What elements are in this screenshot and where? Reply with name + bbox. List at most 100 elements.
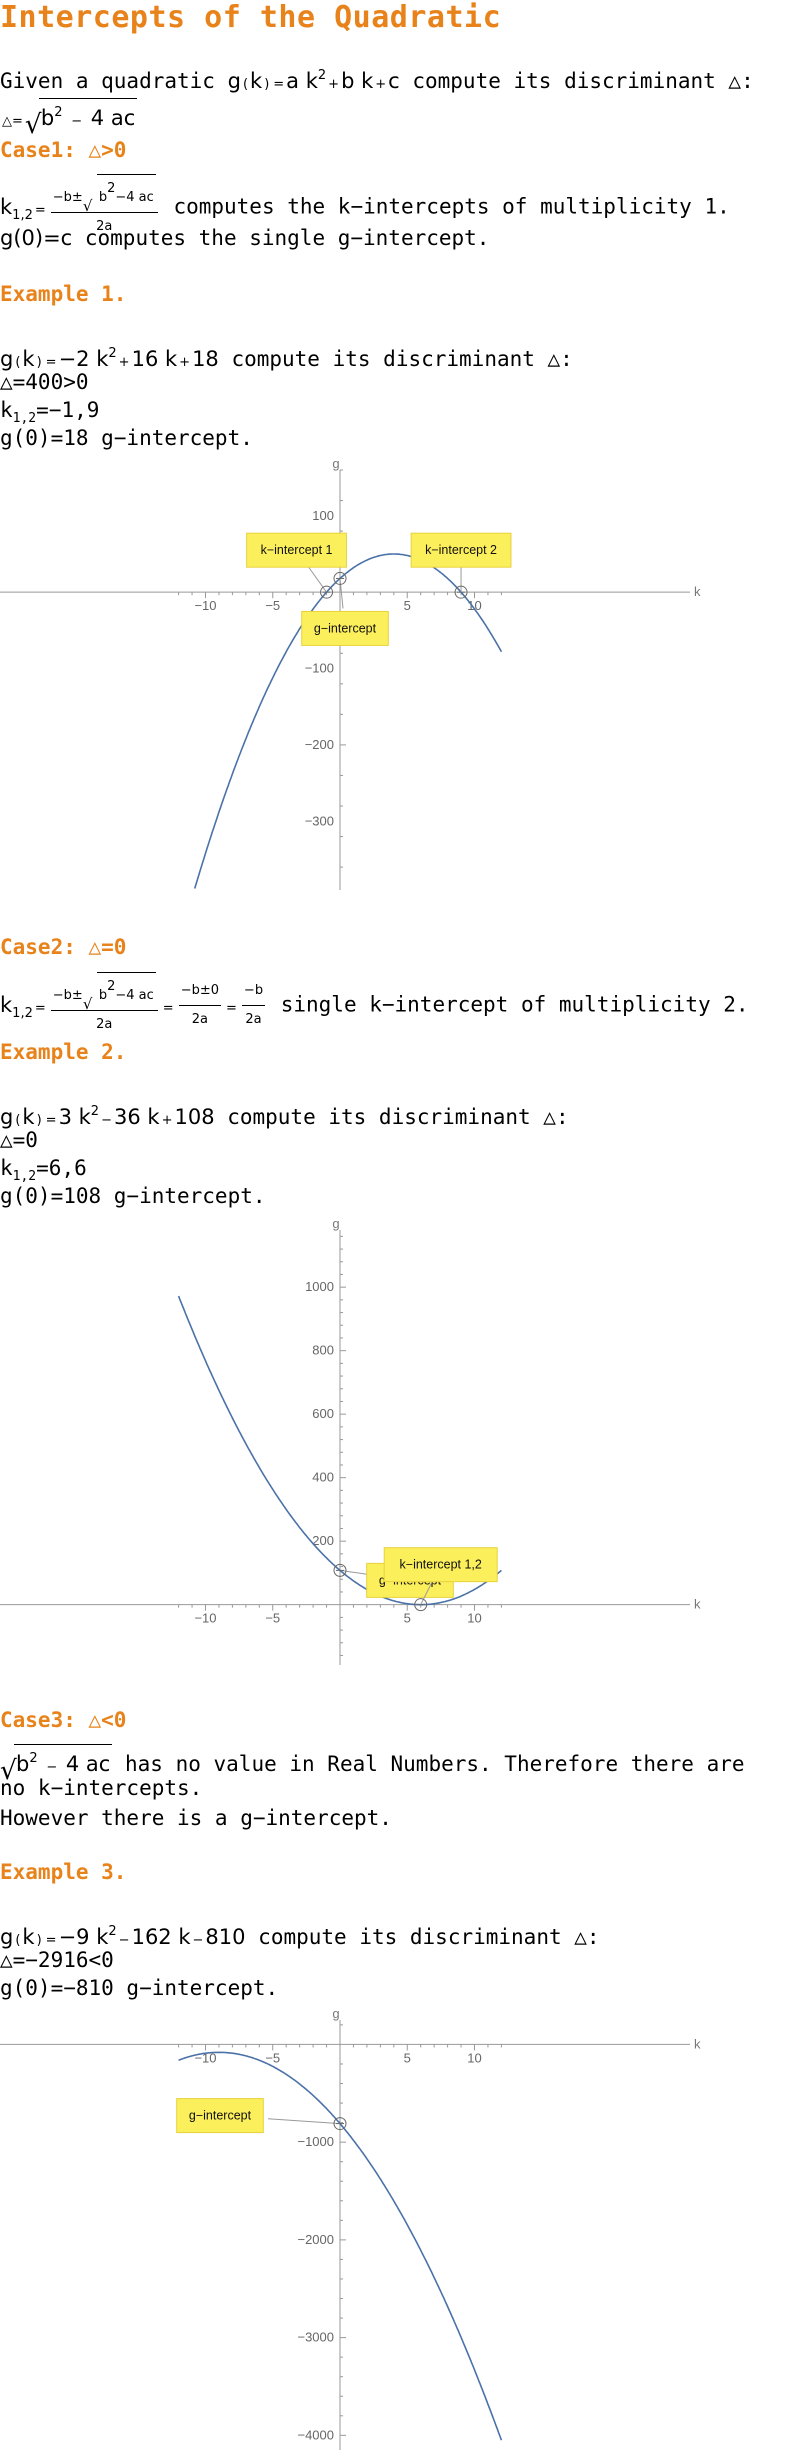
example2-disc: △=0 — [0, 1128, 38, 1152]
example1-yint: g(0)=18 g−intercept. — [0, 426, 253, 450]
case3-line1: √ b2 − 4 ac has no value in Real Numbers.… — [0, 1744, 745, 1784]
case1-roots-text: computes the k−intercepts of multiplicit… — [173, 194, 730, 219]
case1-roots-line: k1,2 = −b± √ b2−4 ac 2a computes the k−interc… — [0, 174, 730, 241]
example3-a: −9 — [58, 1925, 90, 1949]
x-axis-label: k — [694, 584, 701, 599]
y-tick-label: −300 — [305, 813, 334, 828]
example1-roots-line: k1,2=−1,9 — [0, 398, 100, 426]
intercept-marker — [333, 2117, 347, 2131]
case1-yint-expr: g(0)=c — [0, 226, 73, 250]
example3-disc: △=−2916<0 — [0, 1948, 114, 1972]
intro-discriminant: △= √ b2 − 4 ac — [0, 98, 138, 138]
y-tick-label: −2000 — [297, 2232, 334, 2247]
y-tick-label: −3000 — [297, 2330, 334, 2345]
intercept-marker — [320, 585, 334, 599]
x-tick-label: −5 — [265, 1611, 280, 1626]
intro-line: Given a quadratic g (k) =a k2+b k +c comput… — [0, 62, 754, 99]
y-tick-label: 1000 — [305, 1279, 334, 1294]
x-tick-label: −5 — [265, 2050, 280, 2065]
example1-b: 16 — [131, 347, 159, 371]
y-tick-label: −1000 — [297, 2134, 334, 2149]
callout-label: k−intercept 1 — [261, 543, 333, 557]
case3-text1: has no value in Real Numbers. Therefore … — [125, 1752, 745, 1776]
x-tick-label: −10 — [194, 598, 216, 613]
callout-box — [176, 2098, 264, 2134]
example3-func-line: g (k) =−9 k2−162 k −810 compute its discrim… — [0, 1924, 600, 1949]
case2-text: single k−intercept of multiplicity 2. — [280, 992, 749, 1017]
x-axis-label: k — [694, 2036, 701, 2051]
y-tick-label: −4000 — [297, 2427, 334, 2442]
case2-zero: 0 — [210, 983, 220, 998]
x-tick-label: −5 — [265, 598, 280, 613]
y-tick-label: 100 — [312, 508, 334, 523]
example1-func-line: g (k) =−2 k2+16 k +18 compute its discrimin… — [0, 346, 573, 371]
example1-c: 18 — [192, 347, 219, 371]
example3-c: 810 — [205, 1925, 246, 1949]
chart-example-1: k g −10 −5 5 10 100 −100 −200 −300 k−intercept 1 g−… — [0, 456, 701, 890]
case2-heading: Case2: △=0 — [0, 935, 127, 959]
example1-roots: −1,9 — [48, 398, 100, 422]
intro-text: compute its discriminant △: — [412, 69, 754, 93]
x-tick-label: 10 — [467, 2050, 481, 2065]
example2-roots-line: k1,2=6,6 — [0, 1156, 87, 1184]
y-tick-label: −200 — [305, 737, 334, 752]
y-tick-label: 200 — [312, 1533, 334, 1548]
intro-function: g (k) =a k2+b k +c — [227, 68, 400, 93]
example2-c: 108 — [174, 1105, 215, 1129]
case1-yint-text: computes the single g−intercept. — [84, 226, 490, 250]
y-tick-label: 800 — [312, 1343, 334, 1358]
intercept-marker — [333, 571, 347, 585]
y-axis-label: g — [332, 1216, 339, 1231]
y-axis-label: g — [332, 456, 339, 471]
x-tick-label: 10 — [467, 1611, 481, 1626]
page-title: Intercepts of the Quadratic — [0, 0, 502, 35]
x-tick-label: −10 — [194, 1611, 216, 1626]
case1-yint-line: g(0)=c computes the single g−intercept. — [0, 224, 489, 252]
example3-heading: Example 3. — [0, 1860, 127, 1884]
callout-label: g−intercept — [314, 621, 377, 635]
callout-leader — [308, 566, 327, 593]
example2-yint: g(0)=108 g−intercept. — [0, 1184, 266, 1208]
example2-roots: 6,6 — [48, 1156, 87, 1180]
y-tick-label: 400 — [312, 1470, 334, 1485]
example2-func-text: compute its discriminant △: — [227, 1105, 569, 1129]
x-axis-label: k — [694, 1597, 701, 1612]
example1-a: −2 — [58, 347, 90, 371]
example1-disc: △=400>0 — [0, 370, 89, 394]
example3-func-text: compute its discriminant △: — [258, 1925, 600, 1949]
y-tick-label: 600 — [312, 1406, 334, 1421]
callout-leader — [267, 2118, 341, 2125]
case3-heading: Case3: △<0 — [0, 1708, 127, 1732]
example2-a: 3 — [58, 1105, 72, 1129]
callout-box — [246, 532, 347, 568]
callout-label: g−intercept — [189, 2109, 252, 2123]
case2-line: k1,2 = −b± √ b2−4 ac 2a = −b±0 2a = −b 2a single k−… — [0, 972, 749, 1039]
intercept-marker — [414, 1598, 428, 1612]
callout-box — [410, 532, 512, 568]
callout-box — [383, 1547, 498, 1583]
example1-heading: Example 1. — [0, 282, 127, 306]
example2-func-line: g (k) =3 k2−36 k +108 compute its discrimin… — [0, 1104, 569, 1129]
x-tick-label: 5 — [404, 2050, 411, 2065]
y-tick-label: −100 — [305, 661, 334, 676]
example3-yint: g(0)=−810 g−intercept. — [0, 1976, 279, 2000]
example3-b: 162 — [131, 1925, 172, 1949]
chart-example-3: kg−10 −5 5 10−1000−2000−3000−4000g−intercep… — [0, 2010, 701, 2450]
x-tick-label: 5 — [404, 598, 411, 613]
intro-given: Given a quadratic — [0, 69, 215, 93]
x-tick-label: 10 — [467, 598, 481, 613]
callout-leader — [339, 578, 344, 609]
case3-text3: However there is a g−intercept. — [0, 1806, 392, 1830]
callout-label: k−intercept 2 — [425, 543, 497, 557]
chart-example-2: kg−10−55102004006008001000g−interceptk−i… — [0, 1216, 701, 1665]
callout-label: k−intercept 1,2 — [400, 1558, 482, 1572]
example2-b: 36 — [113, 1105, 141, 1129]
example1-func-text: compute its discriminant △: — [231, 347, 573, 371]
case3-text2: no k−intercepts. — [0, 1776, 203, 1800]
intercept-marker — [333, 1563, 347, 1577]
x-tick-label: 5 — [404, 1611, 411, 1626]
curve-series — [193, 553, 503, 889]
intercept-marker — [454, 585, 468, 599]
callout-leader — [420, 1580, 434, 1605]
y-axis-label: g — [332, 2010, 339, 2021]
